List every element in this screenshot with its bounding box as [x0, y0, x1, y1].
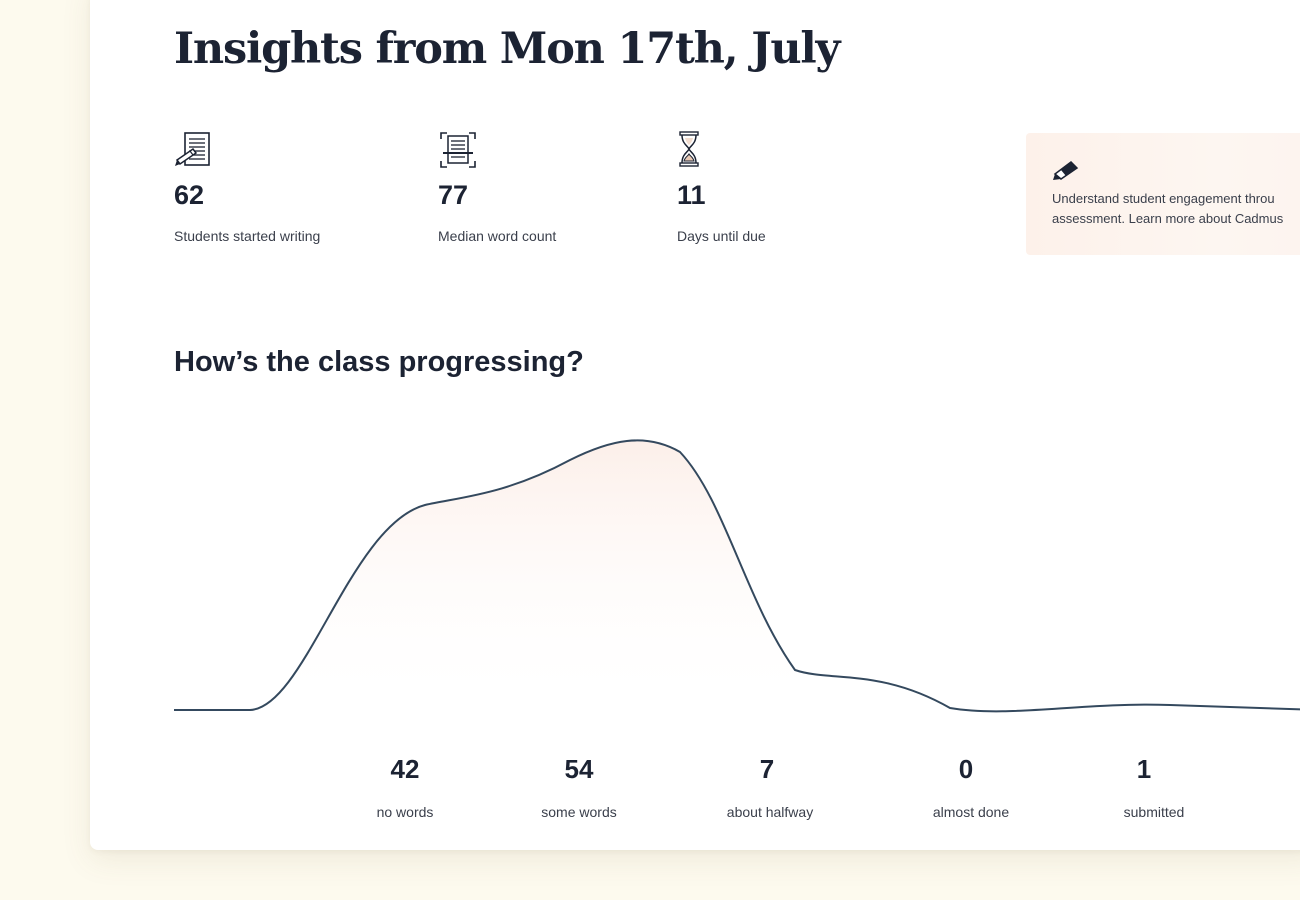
info-text-line: assessment. Learn more about Cadmus [1052, 211, 1284, 226]
count-no-words: 42 [390, 754, 420, 784]
stat-students-started: 62 Students started writing [174, 130, 320, 244]
count-about-halfway: 7 [759, 754, 775, 784]
info-text: Understand student engagement throu asse… [1052, 189, 1300, 229]
info-text-line: Understand student engagement throu [1052, 191, 1275, 206]
stat-label: Days until due [677, 228, 766, 244]
chart-area [174, 440, 1300, 712]
insights-card: Insights from Mon 17th, July 62 Students… [90, 0, 1300, 850]
count-almost-done: 0 [958, 754, 974, 784]
progress-chart [174, 439, 1300, 713]
label-about-halfway: about halfway [726, 804, 814, 820]
stat-value: 62 [174, 180, 205, 210]
label-no-words: no words [376, 804, 434, 820]
stat-value: 11 [677, 180, 706, 210]
stat-days-until-due: 11 Days until due [677, 130, 766, 244]
document-scan-icon [440, 132, 476, 168]
engagement-info-box[interactable]: Understand student engagement throu asse… [1026, 133, 1300, 255]
hourglass-icon [679, 131, 699, 167]
label-submitted: submitted [1123, 804, 1185, 820]
label-some-words: some words [541, 804, 617, 820]
chart-line [174, 439, 1300, 713]
count-some-words: 54 [564, 754, 594, 784]
stat-label: Median word count [438, 228, 557, 244]
label-almost-done: almost done [932, 804, 1010, 820]
stat-median-word-count: 77 Median word count [438, 130, 556, 244]
section-title: How’s the class progressing? [174, 346, 584, 378]
pencil-icon [1053, 161, 1079, 180]
page-title: Insights from Mon 17th, July [174, 24, 841, 74]
count-submitted: 1 [1136, 754, 1152, 784]
document-pencil-icon [175, 132, 210, 166]
stat-label: Students started writing [174, 228, 321, 244]
stat-value: 77 [438, 180, 469, 210]
